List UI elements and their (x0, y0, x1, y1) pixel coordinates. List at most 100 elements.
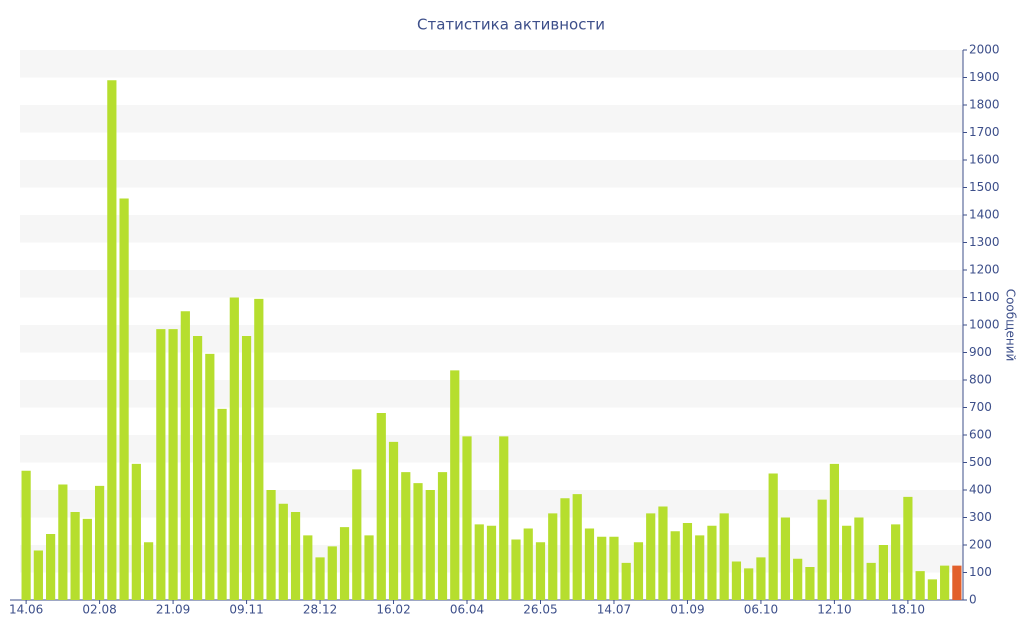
bar (229, 297, 239, 600)
y-tick-label: 1900 (969, 70, 1000, 84)
bar (376, 413, 386, 600)
bar (315, 557, 325, 600)
bar (46, 534, 56, 600)
bar (940, 565, 950, 600)
bar (646, 513, 656, 600)
x-tick-label: 26.05 (523, 603, 557, 617)
bar (425, 490, 435, 600)
y-tick-label: 1500 (969, 180, 1000, 194)
bar (180, 311, 190, 600)
bar (217, 408, 227, 600)
chart-title: Статистика активности (417, 16, 605, 34)
y-tick-label: 1100 (969, 290, 1000, 304)
bar (548, 513, 558, 600)
bar (597, 536, 607, 600)
grid-band (20, 215, 963, 243)
bar (891, 524, 901, 600)
bar (927, 579, 937, 600)
bar (364, 535, 374, 600)
bar (156, 329, 166, 600)
bar (768, 473, 778, 600)
bar (584, 528, 595, 600)
bar (695, 535, 705, 600)
bar (254, 298, 264, 600)
y-tick-label: 900 (969, 345, 992, 359)
bar (621, 562, 631, 600)
x-tick-label: 18.10 (891, 603, 925, 617)
bar (560, 498, 570, 600)
bar (278, 503, 288, 600)
bar (401, 472, 411, 600)
y-tick-label: 1800 (969, 98, 1000, 112)
bar (609, 536, 619, 600)
y-tick-label: 300 (969, 510, 992, 524)
y-tick-label: 1600 (969, 153, 1000, 167)
bar (388, 441, 399, 600)
bar (143, 542, 154, 600)
bar (952, 565, 962, 600)
y-tick-label: 100 (969, 565, 992, 579)
bar (131, 463, 141, 600)
bar (535, 542, 546, 600)
x-tick-label: 14.07 (597, 603, 631, 617)
bar (205, 353, 215, 600)
bar (805, 567, 815, 600)
x-tick-label: 06.04 (450, 603, 484, 617)
bar (95, 485, 105, 600)
y-tick-label: 700 (969, 400, 992, 414)
bar (107, 80, 117, 600)
x-tick-label: 28.12 (303, 603, 337, 617)
bar (462, 436, 472, 600)
bar (474, 524, 484, 600)
y-tick-label: 800 (969, 373, 992, 387)
x-tick-label: 02.08 (82, 603, 116, 617)
bar (866, 562, 876, 600)
grid-band (20, 160, 963, 188)
bar (817, 499, 827, 600)
bar (523, 528, 533, 600)
bar (829, 463, 840, 600)
bar (266, 490, 276, 600)
y-tick-label: 600 (969, 428, 992, 442)
bar (82, 518, 92, 600)
bar (437, 472, 448, 600)
y-tick-label: 0 (969, 593, 977, 607)
y-tick-label: 200 (969, 538, 992, 552)
x-tick-label: 21.09 (156, 603, 190, 617)
y-tick-label: 1300 (969, 235, 1000, 249)
y-tick-label: 400 (969, 483, 992, 497)
bar (719, 513, 729, 600)
y-tick-label: 1200 (969, 263, 1000, 277)
x-tick-label: 09.11 (229, 603, 263, 617)
bar (486, 525, 497, 600)
bar (192, 336, 203, 600)
bar (450, 370, 460, 600)
y-tick-label: 1400 (969, 208, 1000, 222)
bar (168, 329, 178, 600)
bar (878, 545, 888, 600)
bar (707, 525, 717, 600)
bar (58, 484, 68, 600)
bar (670, 531, 680, 600)
bar (413, 483, 423, 600)
bar (682, 523, 693, 600)
bar (780, 517, 791, 600)
bar (756, 557, 766, 600)
x-tick-label: 12.10 (817, 603, 851, 617)
bar (33, 550, 43, 600)
y-tick-label: 500 (969, 455, 992, 469)
bar (303, 535, 313, 600)
bar (339, 527, 350, 600)
bar (903, 496, 913, 600)
bar (327, 546, 337, 600)
y-tick-label: 2000 (969, 43, 1000, 57)
bar (241, 336, 252, 600)
bar (499, 436, 509, 600)
bar (511, 539, 521, 600)
bar (633, 542, 644, 600)
y-tick-label: 1700 (969, 125, 1000, 139)
bar (842, 525, 852, 600)
bar (572, 494, 582, 600)
y-axis-label: Сообщений (1004, 289, 1018, 362)
